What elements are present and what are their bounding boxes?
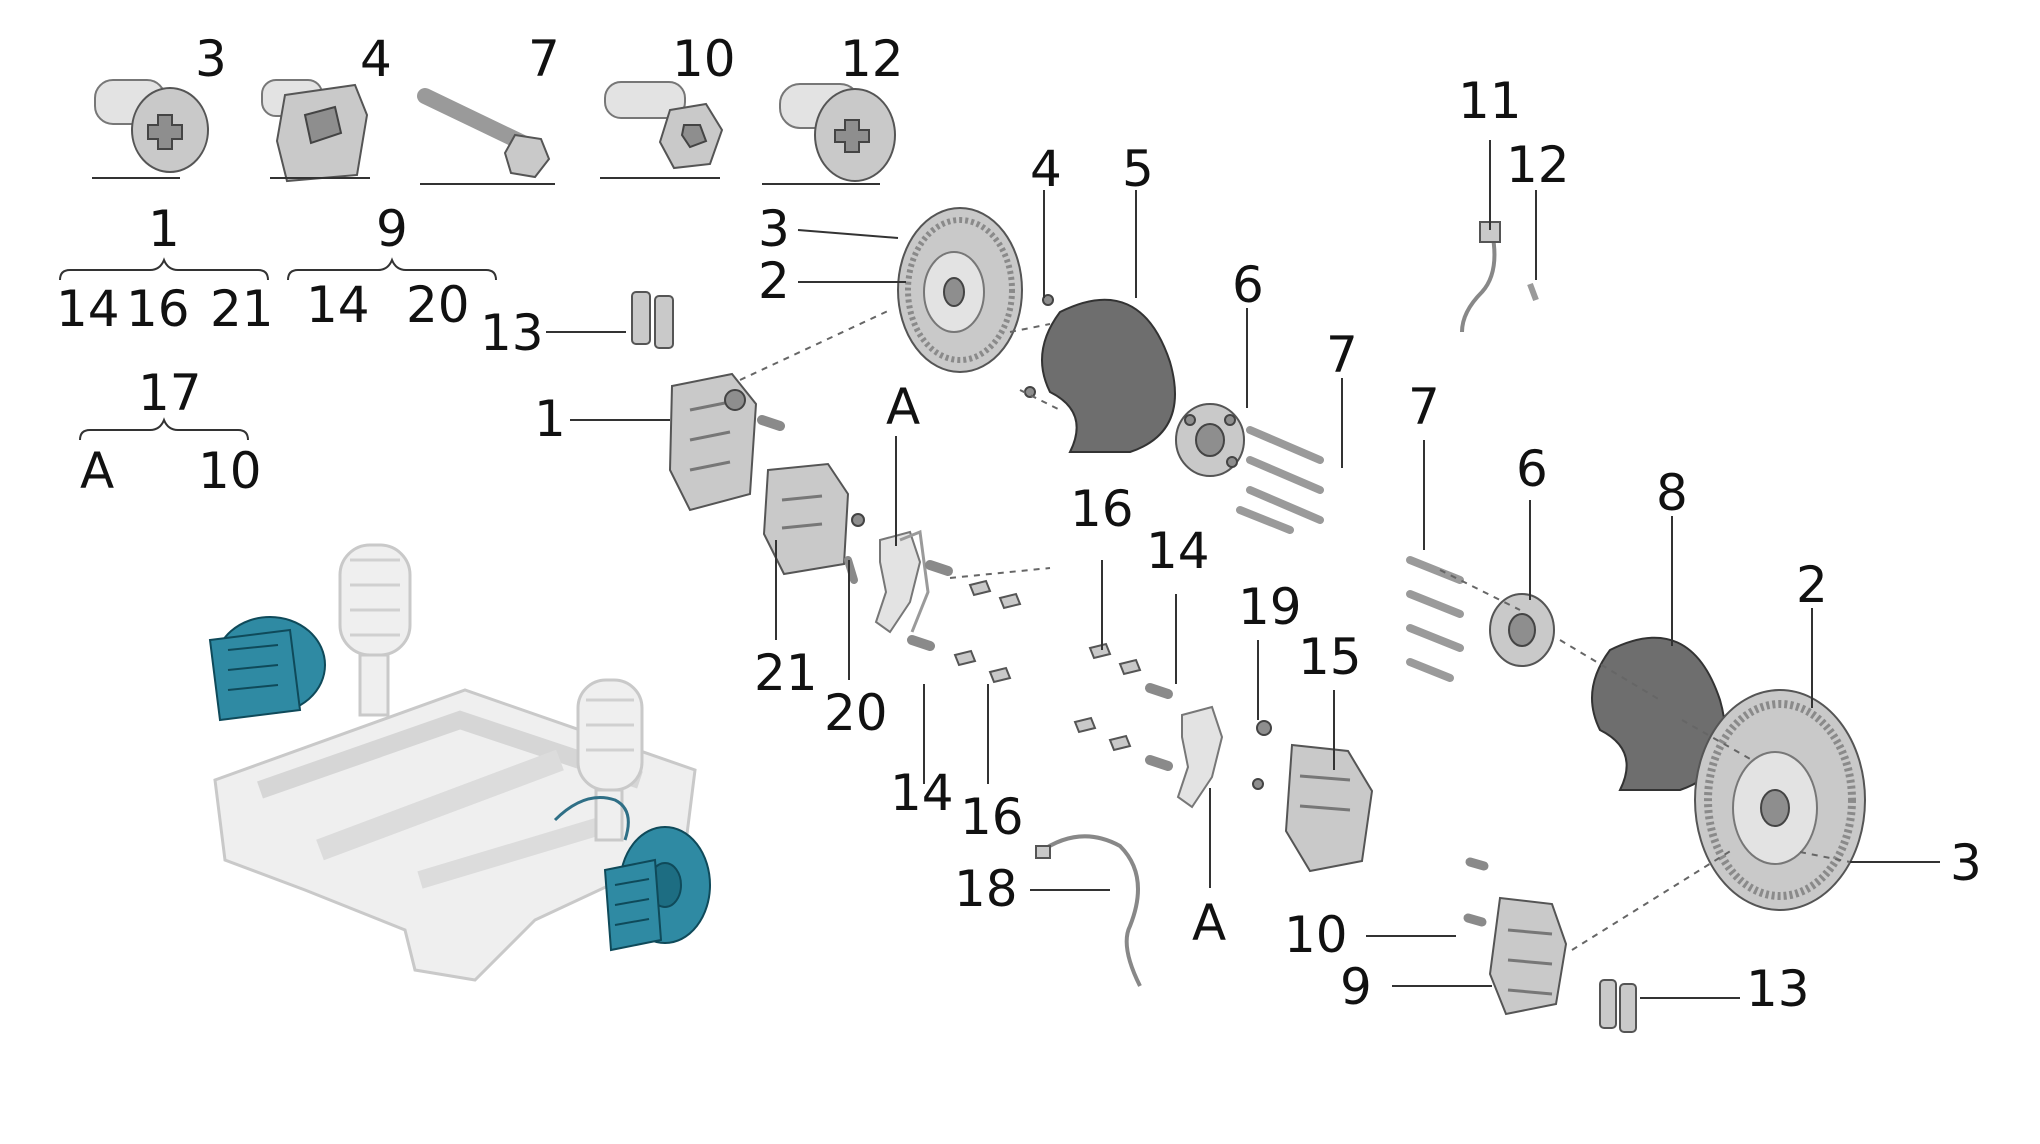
dust-shield-8	[1591, 636, 1726, 791]
sensor-harness-highlight	[553, 796, 630, 841]
callout-14-lower: 14	[890, 764, 954, 822]
callout-2-right: 2	[1796, 556, 1828, 614]
right-strut	[576, 678, 644, 842]
hub-bolts-7-right	[1406, 556, 1464, 682]
callout-12: 12	[1506, 136, 1570, 194]
callout-13-right: 13	[1746, 960, 1810, 1018]
callout-9: 9	[1340, 958, 1372, 1016]
callout-18: 18	[954, 860, 1018, 918]
carrier-bracket-A-lower	[1176, 705, 1224, 809]
right-brake-highlight	[603, 826, 711, 952]
subframe-overview	[208, 543, 711, 982]
left-assembly	[631, 207, 1324, 684]
group-9-brace	[287, 257, 497, 281]
bolt-7-illustration	[417, 88, 555, 185]
caliper-9	[1488, 896, 1568, 1016]
group-1-brace	[59, 257, 269, 281]
panel-label-7: 7	[528, 30, 560, 88]
callout-14-upper: 14	[1146, 522, 1210, 580]
group-17-child-A: A	[80, 442, 114, 500]
callout-10: 10	[1284, 906, 1348, 964]
carrier-bracket-A-upper	[874, 529, 930, 634]
callout-7-right: 7	[1408, 378, 1440, 436]
panel-label-4: 4	[360, 30, 392, 88]
group-9-child-20: 20	[406, 276, 470, 334]
lower-mid-parts	[1073, 642, 1374, 873]
brake-pads-left	[631, 291, 674, 349]
caliper-1	[668, 372, 758, 512]
panel-label-3: 3	[195, 30, 227, 88]
callout-4: 4	[1030, 140, 1062, 198]
group-1-parent: 1	[148, 200, 180, 258]
bolt-10-illustration	[600, 81, 724, 179]
group-17-parent: 17	[138, 364, 202, 422]
caliper-15	[1284, 743, 1374, 873]
group-9-child-14: 14	[306, 276, 370, 334]
callout-15: 15	[1298, 628, 1362, 686]
callout-3-right: 3	[1950, 834, 1982, 892]
callout-13-left: 13	[480, 304, 544, 362]
callout-8: 8	[1656, 464, 1688, 522]
hub-bolts-7-left	[1236, 426, 1324, 534]
clips-left	[953, 579, 1022, 684]
callout-5: 5	[1122, 140, 1154, 198]
brake-disc-2-left	[897, 207, 1023, 373]
leader-lines	[546, 140, 1940, 999]
brake-disc-2-right	[1694, 689, 1866, 911]
bolt-3-illustration	[92, 79, 209, 179]
callout-21: 21	[754, 644, 818, 702]
callout-2-left: 2	[758, 252, 790, 310]
callout-19: 19	[1238, 578, 1302, 636]
callout-6-left: 6	[1232, 256, 1264, 314]
callout-16-lower: 16	[960, 788, 1024, 846]
wheel-hub-6-left	[1175, 403, 1245, 477]
caliper-housing-21	[762, 462, 850, 576]
fastener-panel: 3 4 7 10 12	[92, 30, 904, 185]
wheel-hub-6-right	[1489, 593, 1555, 667]
group-9-parent: 9	[376, 200, 408, 258]
dust-shield-5	[1041, 298, 1176, 453]
group-1-child-16: 16	[126, 280, 190, 338]
left-brake-highlight	[208, 616, 326, 722]
callout-16-upper: 16	[1070, 480, 1134, 538]
callout-7-left: 7	[1326, 326, 1358, 384]
callout-6-right: 6	[1516, 440, 1548, 498]
callout-11: 11	[1458, 72, 1522, 130]
left-strut	[338, 543, 412, 717]
group-17-child-10: 10	[198, 442, 262, 500]
bolt-4-illustration	[261, 79, 370, 183]
group-1-child-14: 14	[56, 280, 120, 338]
panel-label-12: 12	[840, 30, 904, 88]
callout-A-lower: A	[1192, 894, 1226, 952]
callout-3-left: 3	[758, 200, 790, 258]
callout-1: 1	[534, 390, 566, 448]
group-1-child-21: 21	[210, 280, 274, 338]
callouts: 3 2 13 1 A 21 20 4 5 6 7 11 12 7 6 8 2 3…	[480, 72, 1982, 1018]
brake-pads-right	[1599, 979, 1637, 1033]
callout-20: 20	[824, 684, 888, 742]
callout-A-upper: A	[886, 378, 920, 436]
wear-sensor-11	[1460, 221, 1539, 333]
right-assembly	[1406, 556, 1866, 1033]
panel-label-10: 10	[672, 30, 736, 88]
group-17-brace	[79, 417, 249, 441]
wear-sensor-wire-18	[1035, 834, 1142, 987]
clips-mid	[1073, 642, 1142, 752]
bolt-12-illustration	[762, 83, 896, 185]
group-legend: 1 14 16 21 9 14 20 17 A 10	[56, 200, 497, 500]
